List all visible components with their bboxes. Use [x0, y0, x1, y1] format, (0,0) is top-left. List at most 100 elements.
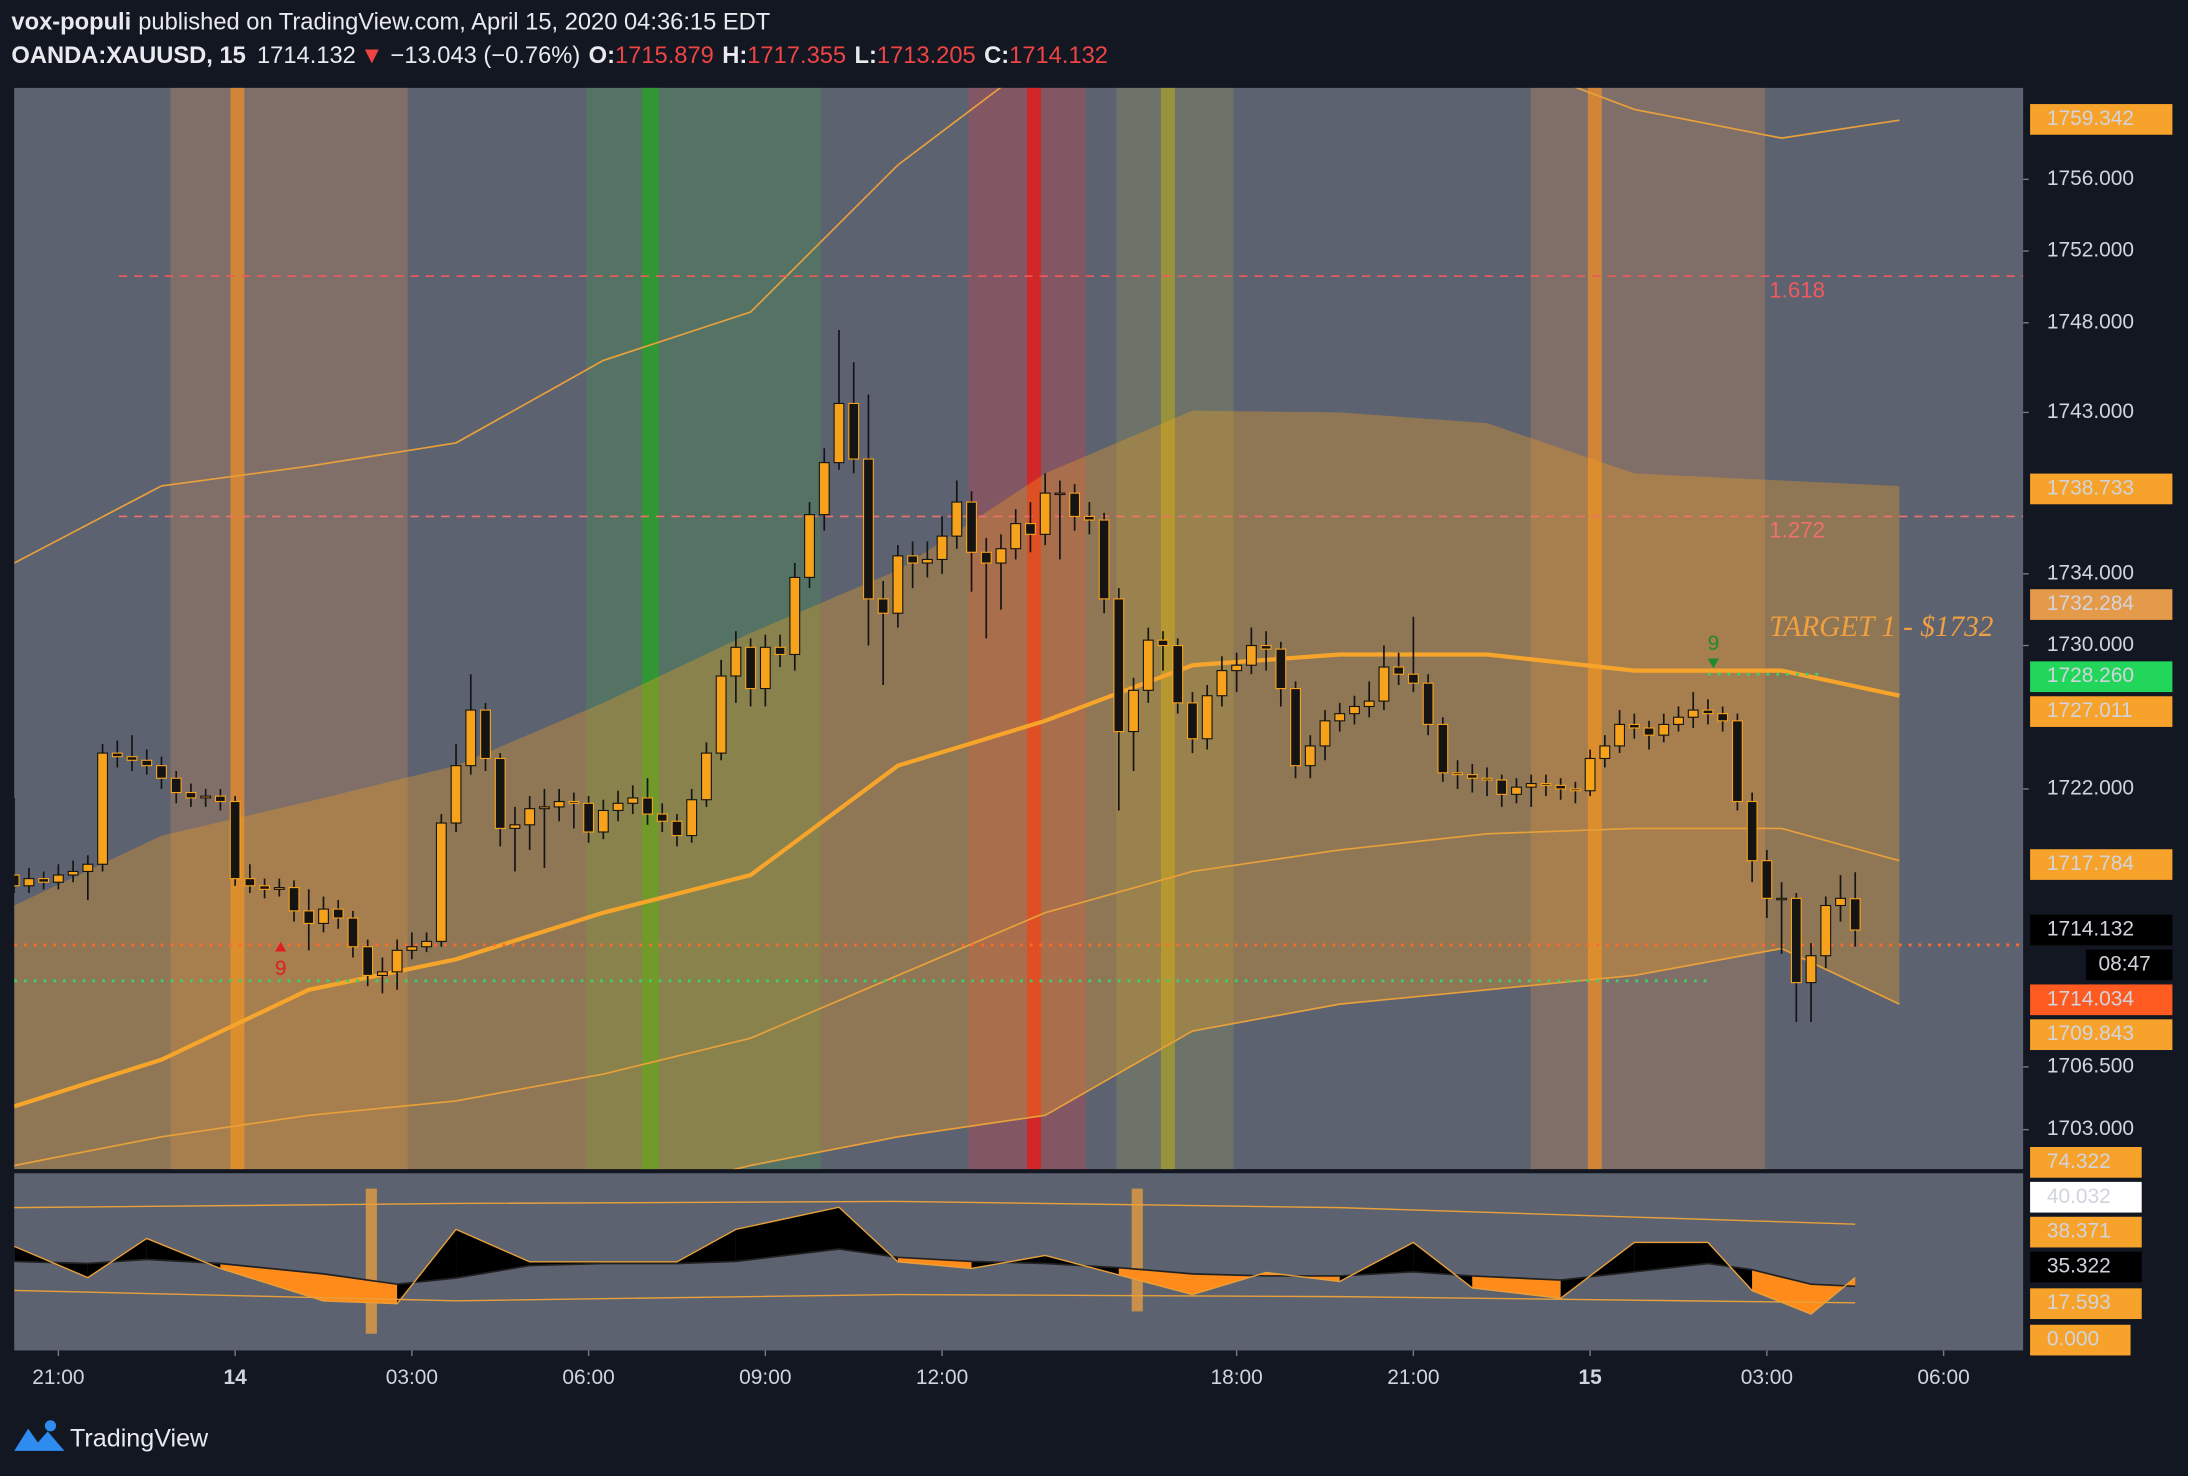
candle-body: [907, 555, 919, 564]
candle-body: [156, 765, 167, 779]
candle-body: [141, 759, 153, 767]
y-tick-label: 1730.000: [2047, 633, 2134, 656]
candle-body: [1673, 716, 1684, 725]
price-label: 1714.132: [2047, 918, 2134, 941]
sequence-arrow: [1707, 658, 1719, 669]
candle-body: [1599, 745, 1611, 760]
candle-body: [538, 806, 550, 810]
candle-body: [1555, 784, 1567, 790]
price-label: 1727.011: [2047, 699, 2133, 722]
low-label: L:: [855, 43, 877, 69]
x-tick-label: 21:00: [32, 1366, 84, 1389]
x-tick-label: 03:00: [386, 1366, 438, 1389]
x-tick-label: 06:00: [562, 1366, 614, 1389]
candle-body: [229, 800, 241, 880]
candle-body: [1731, 720, 1743, 803]
candle-body: [318, 908, 329, 924]
candle-body: [627, 797, 639, 804]
price-label: 1717.784: [2047, 852, 2135, 875]
x-tick-label: 18:00: [1210, 1366, 1262, 1389]
zone-stripe: [1027, 87, 1041, 1170]
candle-body: [1378, 666, 1390, 702]
candle-body: [1275, 648, 1287, 690]
candle-body: [568, 800, 580, 804]
candle-body: [848, 402, 860, 460]
y-tick-label: 1734.000: [2047, 561, 2134, 584]
x-tick-label: 03:00: [1741, 1366, 1793, 1389]
candle-body: [509, 824, 521, 829]
header-line-1: vox-populi published on TradingView.com, …: [11, 10, 770, 36]
price-plot: 1.618 1.272: [14, 87, 2024, 1170]
price-label: 1728.260: [2047, 664, 2134, 687]
osc-fill: [897, 1257, 972, 1269]
candle-body: [671, 820, 683, 837]
candle-body: [1304, 745, 1316, 767]
candle-body: [1481, 777, 1493, 781]
candle-body: [597, 809, 609, 833]
candle-body: [686, 799, 698, 837]
candle-body: [1098, 519, 1110, 600]
x-tick-label: 06:00: [1917, 1366, 1969, 1389]
candle-body: [862, 458, 874, 600]
price-label: 1714.034: [2047, 987, 2135, 1010]
price-label: 1732.284: [2047, 592, 2135, 615]
zone: [1116, 87, 1234, 1170]
candle-body: [1142, 639, 1154, 691]
low-value: 1713.205: [877, 43, 976, 69]
candle-body: [391, 949, 403, 973]
candle-body: [995, 548, 1007, 564]
osc-stripe: [1131, 1188, 1143, 1312]
osc-stripe: [365, 1188, 377, 1334]
candle-body: [966, 501, 977, 553]
y-tick-label: 1748.000: [2047, 310, 2134, 333]
candle-body: [1525, 783, 1537, 788]
price-pane: [14, 87, 2024, 1170]
candle-body: [1245, 644, 1257, 666]
candle-body: [1776, 897, 1788, 901]
candle-body: [1260, 644, 1272, 650]
candle-body: [435, 822, 447, 942]
price-label: 1709.843: [2047, 1022, 2134, 1045]
candle-body: [833, 402, 845, 464]
candle-body: [804, 514, 815, 578]
fib-label: 1.272: [1769, 518, 1825, 543]
zone: [1530, 87, 1766, 1170]
header-line-2: OANDA:XAUUSD, 15 1714.132 ▼ −13.043 (−0.76%…: [11, 43, 1108, 69]
oscillator-plot: [14, 1200, 1856, 1315]
osc-label: 17.593: [2047, 1291, 2111, 1314]
candle-body: [1363, 700, 1375, 708]
logo-dot: [44, 1420, 57, 1432]
price-label-box: [2030, 473, 2173, 505]
candle-body: [303, 910, 315, 924]
moving-average: [14, 652, 1900, 1109]
candle-body: [1290, 687, 1301, 767]
candle-body: [67, 870, 79, 876]
candle-body: [1172, 644, 1184, 704]
osc-label-box: [2030, 1147, 2142, 1178]
candle-body: [1835, 897, 1846, 907]
osc-label-box: [2030, 1216, 2142, 1248]
open-value: 1715.879: [615, 43, 714, 69]
candle-body: [1790, 897, 1802, 984]
fib-label: 1.618: [1769, 277, 1825, 302]
price-label: 08:47: [2098, 952, 2150, 975]
candle-body: [1025, 523, 1036, 535]
osc-band: [14, 1200, 1856, 1225]
candle-body: [273, 887, 285, 890]
x-tick-label: 15: [1578, 1366, 1602, 1389]
candle-body: [656, 813, 668, 822]
candle-body: [980, 551, 992, 564]
candle-body: [1054, 492, 1066, 496]
candle-body: [406, 946, 418, 951]
x-tick-label: 09:00: [739, 1366, 791, 1389]
zone-stripe: [1587, 87, 1602, 1170]
candle-body: [1496, 779, 1508, 795]
candle-body: [1157, 639, 1169, 647]
candle-body: [1113, 598, 1125, 733]
candle-body: [1820, 904, 1832, 957]
candle-body: [1231, 664, 1243, 672]
candle-body: [789, 576, 801, 656]
price-label-box: [2030, 696, 2173, 727]
close-label: C:: [984, 43, 1009, 69]
